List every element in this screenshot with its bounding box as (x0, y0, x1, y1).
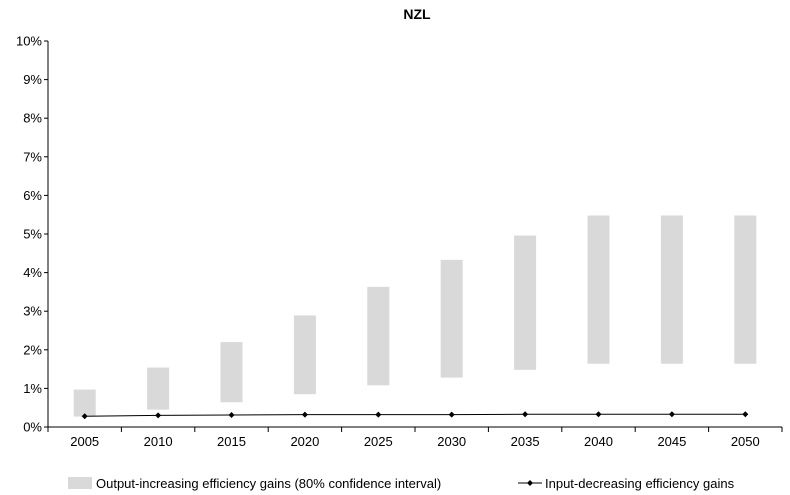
line-point (375, 411, 382, 418)
range-bar (147, 367, 170, 410)
x-tick-label: 2045 (657, 434, 686, 449)
legend-swatch-output-increasing (68, 477, 92, 489)
line-point (668, 411, 675, 418)
y-tick-label: 3% (23, 304, 42, 319)
y-tick-label: 10% (16, 34, 42, 49)
range-bars (73, 215, 757, 417)
x-tick-label: 2015 (217, 434, 246, 449)
x-tick-label: 2040 (584, 434, 613, 449)
y-tick-label: 8% (23, 111, 42, 126)
x-tick-label: 2030 (437, 434, 466, 449)
legend-label-input-decreasing: Input-decreasing efficiency gains (545, 476, 735, 491)
x-tick-label: 2025 (364, 434, 393, 449)
y-tick-label: 4% (23, 265, 42, 280)
x-tick-label: 2010 (144, 434, 173, 449)
range-bar (660, 215, 683, 364)
legend-marker-input-decreasing (527, 480, 533, 486)
x-tick-label: 2020 (290, 434, 319, 449)
range-bar (220, 342, 243, 403)
input-decreasing-line (81, 411, 749, 420)
legend: Output-increasing efficiency gains (80% … (68, 476, 735, 491)
line-point (81, 413, 88, 420)
line-point (155, 412, 162, 419)
y-tick-label: 1% (23, 381, 42, 396)
range-bar (440, 259, 463, 378)
range-bar (73, 389, 96, 417)
x-tick-label: 2035 (511, 434, 540, 449)
y-tick-label: 6% (23, 188, 42, 203)
y-tick-label: 7% (23, 149, 42, 164)
line-point (301, 411, 308, 418)
line-point (742, 411, 749, 418)
line-point (595, 411, 602, 418)
chart-title: NZL (403, 6, 431, 22)
range-bar (734, 215, 757, 364)
line-path (84, 413, 746, 417)
line-point (448, 411, 455, 418)
legend-label-output-increasing: Output-increasing efficiency gains (80% … (96, 476, 441, 491)
range-bar (587, 215, 610, 364)
range-bar (293, 315, 316, 395)
y-tick-label: 5% (23, 227, 42, 242)
line-point (228, 412, 235, 419)
y-tick-label: 2% (23, 342, 42, 357)
range-bar (514, 235, 537, 370)
y-tick-label: 9% (23, 72, 42, 87)
x-axis: 2005 2010 2015 2020 2025 2030 2035 2040 2045 2050 (47, 426, 783, 449)
y-axis: 0% 1% 2% 3% 4% 5% 6% 7% 8% 9% 10% (16, 34, 49, 435)
range-bar (367, 286, 390, 386)
y-tick-label: 0% (23, 420, 42, 435)
line-point (522, 411, 529, 418)
x-tick-label: 2050 (731, 434, 760, 449)
x-tick-label: 2005 (70, 434, 99, 449)
